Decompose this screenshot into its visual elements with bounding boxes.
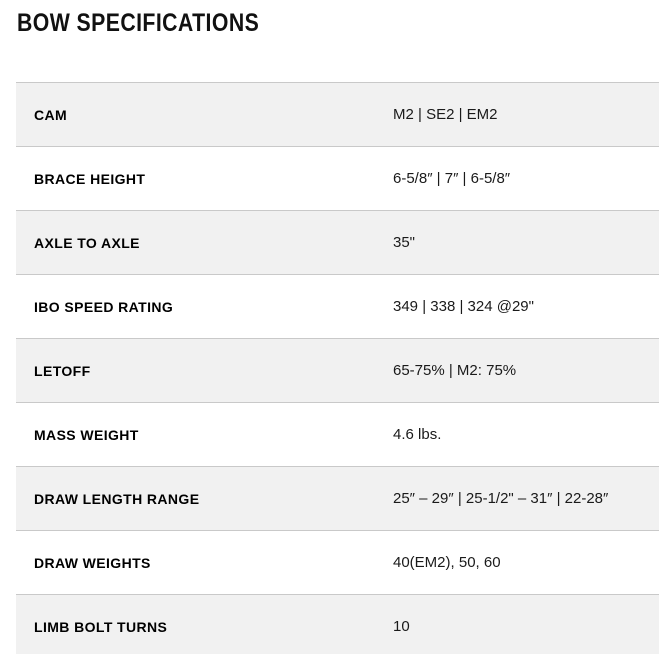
- spec-label: LIMB BOLT TURNS: [34, 618, 168, 635]
- spec-label: IBO SPEED RATING: [34, 298, 174, 315]
- spec-value: 10: [393, 618, 410, 635]
- spec-row: DRAW WEIGHTS 40(EM2), 50, 60: [16, 531, 659, 595]
- spec-label: BRACE HEIGHT: [34, 170, 146, 187]
- spec-value: 25″ – 29″ | 25-1/2" – 31″ | 22-28″: [393, 490, 609, 507]
- spec-value: 349 | 338 | 324 @29": [393, 298, 534, 315]
- spec-label: MASS WEIGHT: [34, 426, 139, 443]
- spec-value: 65-75% | M2: 75%: [393, 362, 517, 379]
- page-title: BOW SPECIFICATIONS: [17, 9, 260, 37]
- spec-label: DRAW WEIGHTS: [34, 554, 151, 571]
- spec-label: DRAW LENGTH RANGE: [34, 490, 200, 507]
- spec-row: MASS WEIGHT 4.6 lbs.: [16, 403, 659, 467]
- spec-value: 4.6 lbs.: [393, 426, 442, 443]
- spec-value: 6-5/8″ | 7″ | 6-5/8″: [393, 170, 511, 187]
- spec-label: CAM: [34, 106, 68, 123]
- spec-row: CAM M2 | SE2 | EM2: [16, 83, 659, 147]
- spec-label: AXLE TO AXLE: [34, 234, 140, 251]
- spec-label: LETOFF: [34, 362, 91, 379]
- spec-row: LIMB BOLT TURNS 10: [16, 595, 659, 654]
- spec-row: AXLE TO AXLE 35": [16, 211, 659, 275]
- spec-row: IBO SPEED RATING 349 | 338 | 324 @29": [16, 275, 659, 339]
- spec-table: CAM M2 | SE2 | EM2 BRACE HEIGHT 6-5/8″ |…: [16, 82, 659, 654]
- spec-value: 35": [393, 234, 416, 251]
- spec-value: 40(EM2), 50, 60: [393, 554, 501, 571]
- spec-value: M2 | SE2 | EM2: [393, 106, 498, 123]
- spec-row: DRAW LENGTH RANGE 25″ – 29″ | 25-1/2" – …: [16, 467, 659, 531]
- spec-row: BRACE HEIGHT 6-5/8″ | 7″ | 6-5/8″: [16, 147, 659, 211]
- spec-row: LETOFF 65-75% | M2: 75%: [16, 339, 659, 403]
